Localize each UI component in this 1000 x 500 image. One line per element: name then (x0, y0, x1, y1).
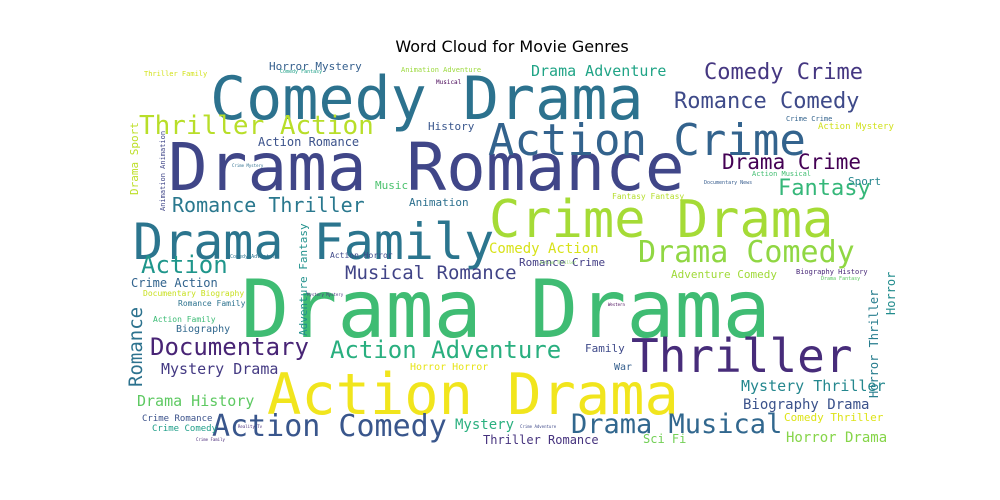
word-cloud-word: Thriller Action (139, 111, 374, 141)
word-cloud-word: Mystery Mystery (307, 292, 344, 297)
word-cloud-word: Drama Crime (722, 150, 861, 174)
word-cloud-word: Action Mystery (818, 122, 894, 132)
word-cloud-word: Fantasy (778, 176, 871, 201)
word-cloud-word: Biography Drama (743, 397, 869, 413)
word-cloud-word: Thriller Family (144, 70, 207, 78)
word-cloud-word: Drama Fantasy (821, 276, 860, 282)
word-cloud-word: Crime Romance (142, 414, 212, 424)
word-cloud-word: Biography History (796, 268, 868, 276)
word-cloud-word: Comedy Drama (210, 64, 643, 134)
word-cloud-word: Sci Fi (643, 432, 686, 446)
word-cloud-word: History (428, 120, 475, 133)
word-cloud-word: Comedy Crime (704, 60, 863, 85)
word-cloud-word: Drama Comedy (638, 235, 855, 270)
word-cloud-word: Animation (409, 196, 469, 209)
word-cloud-word: Thriller Romance (483, 433, 599, 447)
word-cloud-word: Crime Adventure (520, 424, 557, 429)
word-cloud-word: Romance Crime (519, 256, 605, 269)
word-cloud-word: Family (585, 342, 625, 355)
word-cloud-word: Drama Adventure (531, 62, 666, 80)
word-cloud-word: Documentary News (704, 180, 752, 186)
word-cloud-word: Horror Thriller (867, 290, 881, 398)
word-cloud-word: Animation Adventure (401, 66, 481, 74)
word-cloud: Drama Drama Drama Romance Action Drama Come… (125, 60, 898, 447)
word-cloud-word: Animation Animation (159, 131, 167, 211)
word-cloud-word: Horror (884, 272, 898, 315)
word-cloud-word: Drama History (137, 392, 254, 410)
word-cloud-word: Mystery (455, 417, 514, 433)
word-cloud-word: Action Comedy (212, 409, 447, 444)
word-cloud-word: Western (608, 302, 625, 307)
word-cloud-word: Crime Drama (489, 190, 833, 250)
word-cloud-word: Fantasy Fantasy (612, 192, 684, 201)
word-cloud-word: Horror Mystery (269, 60, 362, 73)
word-cloud-word: Music (375, 179, 408, 192)
word-cloud-word: Action Crime (488, 115, 806, 166)
word-cloud-word: Mystery Drama (161, 360, 278, 378)
word-cloud-word: Action Romance (258, 135, 359, 149)
word-cloud-word: Action (141, 251, 228, 279)
chart-title: Word Cloud for Movie Genres (395, 37, 628, 56)
word-cloud-word: Comedy Action (489, 241, 599, 257)
word-cloud-word: Action Drama (267, 362, 679, 428)
word-cloud-word: Documentary (150, 333, 309, 361)
word-cloud-word: Mystery Thriller (741, 377, 886, 395)
word-cloud-word: Action Family (153, 315, 216, 324)
word-cloud-word: Drama Sport (128, 122, 141, 195)
word-cloud-word: Action Musical (752, 170, 811, 178)
word-cloud-word: Crime Comedy (152, 424, 218, 434)
word-cloud-word: Drama Romance (168, 129, 685, 206)
word-cloud-word: Romance Family (178, 299, 246, 308)
word-cloud-word: Crime Crime (786, 115, 832, 123)
word-cloud-word: Horror Horror (410, 362, 488, 373)
word-cloud-word: Adventure Comedy (671, 268, 777, 281)
word-cloud-word: Adventure Fantasy (297, 223, 310, 336)
word-cloud-word: Crime Family (196, 437, 225, 442)
word-cloud-word: Documentary Biography (143, 289, 244, 298)
word-cloud-word: Crime Action (131, 276, 218, 290)
word-cloud-word: Comedy Fantasy (280, 69, 322, 75)
word-cloud-word: Comedy Thriller (784, 411, 884, 424)
word-cloud-word: Drama Family (133, 213, 494, 271)
word-cloud-word: Action Thriller (540, 260, 577, 265)
word-cloud-word: Action Adventure (330, 336, 561, 364)
word-cloud-word: Drama Musical (571, 409, 782, 440)
word-cloud-word: Romance (125, 307, 147, 387)
word-cloud-word: Biography (176, 324, 230, 335)
word-cloud-word: Drama Drama (241, 263, 771, 356)
word-cloud-word: Musical Romance (345, 262, 517, 284)
word-cloud-word: Crime Mystery (232, 163, 264, 168)
word-cloud-word: War (614, 362, 632, 373)
word-cloud-word: Action Horror (330, 251, 393, 260)
word-cloud-word: Reality Tv (238, 424, 263, 429)
word-cloud-word: Romance Comedy (674, 89, 859, 114)
word-cloud-word: Romance Thriller (172, 193, 365, 217)
word-cloud-word: Thriller (631, 329, 853, 383)
word-cloud-word: Comedy Adventure (230, 254, 278, 260)
word-cloud-word: Musical (436, 79, 462, 86)
word-cloud-word: Sport (848, 175, 881, 188)
word-cloud-word: Horror Drama (786, 430, 887, 446)
